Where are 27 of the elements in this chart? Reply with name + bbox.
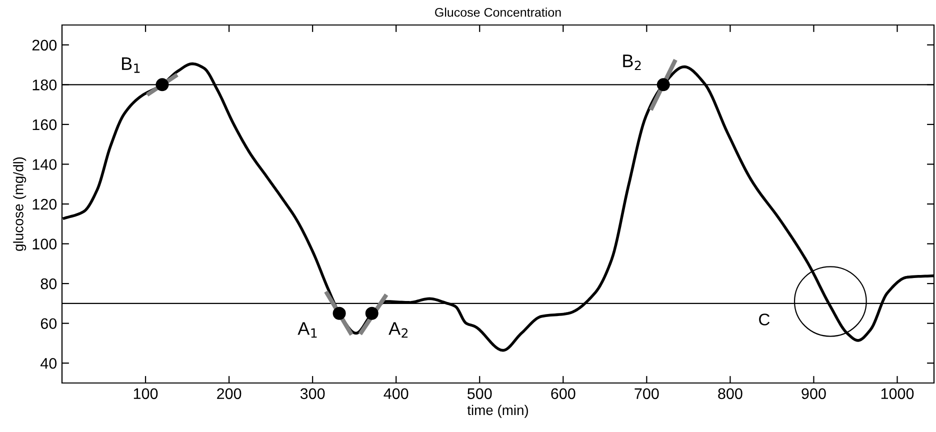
annotation: B$_{1}$ <box>122 57 140 73</box>
chart-title: Glucose Concentration <box>435 8 561 17</box>
x-tick-label: 400 <box>384 388 408 400</box>
x-axis-title: time (min) <box>467 404 528 418</box>
y-tick-label: 180 <box>32 80 57 90</box>
x-tick-label: 600 <box>551 388 576 400</box>
x-tick-label: 200 <box>217 388 242 400</box>
x-tick-label: 100 <box>134 388 158 400</box>
x-tick-label: 800 <box>718 388 742 400</box>
x-tick-label: 1000 <box>881 388 914 400</box>
y-tick-label: 100 <box>32 238 57 250</box>
annotation: B$_{2}$ <box>623 54 641 70</box>
y-tick-label: 120 <box>32 198 57 210</box>
x-tick-label: 900 <box>802 388 826 400</box>
y-tick-label: 160 <box>32 119 57 130</box>
x-tick-label: 300 <box>300 388 325 400</box>
x-tick-label: 500 <box>467 388 492 400</box>
annotation: C <box>759 314 770 326</box>
y-tick-label: 200 <box>32 40 57 51</box>
y-tick-label: 140 <box>32 159 57 170</box>
annotation: A$_{2}$ <box>388 322 408 338</box>
annotation: A$_{1}$ <box>298 322 317 338</box>
y-tick-label: 60 <box>40 318 57 330</box>
y-tick-label: 80 <box>40 278 57 290</box>
y-axis-title: glucose (mg/dl) <box>13 157 26 251</box>
x-tick-label: 700 <box>634 388 659 400</box>
y-tick-label: 40 <box>40 358 57 369</box>
